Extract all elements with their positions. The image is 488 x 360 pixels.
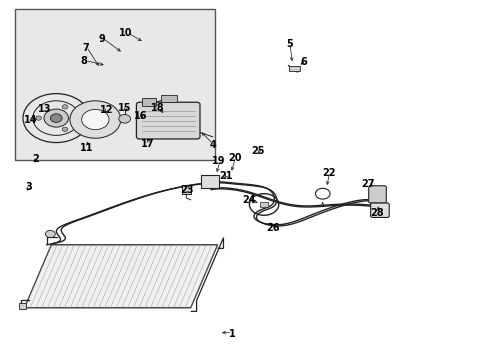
Text: 23: 23	[180, 185, 193, 195]
Bar	[142, 98, 156, 106]
Circle shape	[119, 114, 130, 123]
Circle shape	[62, 105, 68, 109]
Polygon shape	[24, 245, 217, 308]
Text: 2: 2	[32, 154, 39, 164]
Text: 1: 1	[228, 329, 235, 339]
Text: 28: 28	[370, 208, 384, 218]
Text: 5: 5	[285, 39, 292, 49]
Bar	[19, 303, 26, 309]
FancyBboxPatch shape	[368, 186, 386, 203]
Text: 15: 15	[118, 103, 131, 113]
Circle shape	[44, 109, 68, 127]
Text: 6: 6	[300, 57, 307, 67]
Bar	[201, 175, 219, 188]
Circle shape	[81, 109, 109, 130]
Bar	[182, 185, 190, 194]
Text: 25: 25	[251, 146, 264, 156]
Text: 24: 24	[242, 195, 256, 205]
Text: 20: 20	[227, 153, 241, 163]
Text: 8: 8	[81, 56, 87, 66]
Text: 7: 7	[82, 42, 89, 53]
Text: 4: 4	[209, 140, 216, 150]
Bar	[260, 202, 267, 207]
Text: 12: 12	[100, 105, 113, 115]
Circle shape	[36, 116, 41, 120]
Text: 22: 22	[321, 168, 335, 178]
FancyBboxPatch shape	[370, 203, 388, 217]
Text: 21: 21	[219, 171, 232, 181]
Text: 26: 26	[265, 222, 279, 233]
Text: 17: 17	[141, 139, 154, 149]
Text: 11: 11	[80, 143, 94, 153]
Text: 16: 16	[134, 111, 147, 121]
Bar	[161, 95, 177, 102]
FancyBboxPatch shape	[136, 102, 200, 139]
Text: 27: 27	[360, 179, 374, 189]
Circle shape	[45, 230, 55, 238]
Text: 3: 3	[25, 182, 32, 192]
Bar	[289, 66, 300, 71]
Text: 18: 18	[150, 103, 164, 113]
Text: 19: 19	[212, 156, 225, 166]
Text: 10: 10	[119, 28, 133, 38]
Circle shape	[50, 114, 62, 122]
Text: 9: 9	[98, 34, 105, 44]
Circle shape	[62, 127, 68, 131]
Text: 13: 13	[38, 104, 52, 114]
Bar	[15, 9, 215, 160]
Circle shape	[70, 101, 121, 138]
Text: 14: 14	[23, 114, 37, 125]
